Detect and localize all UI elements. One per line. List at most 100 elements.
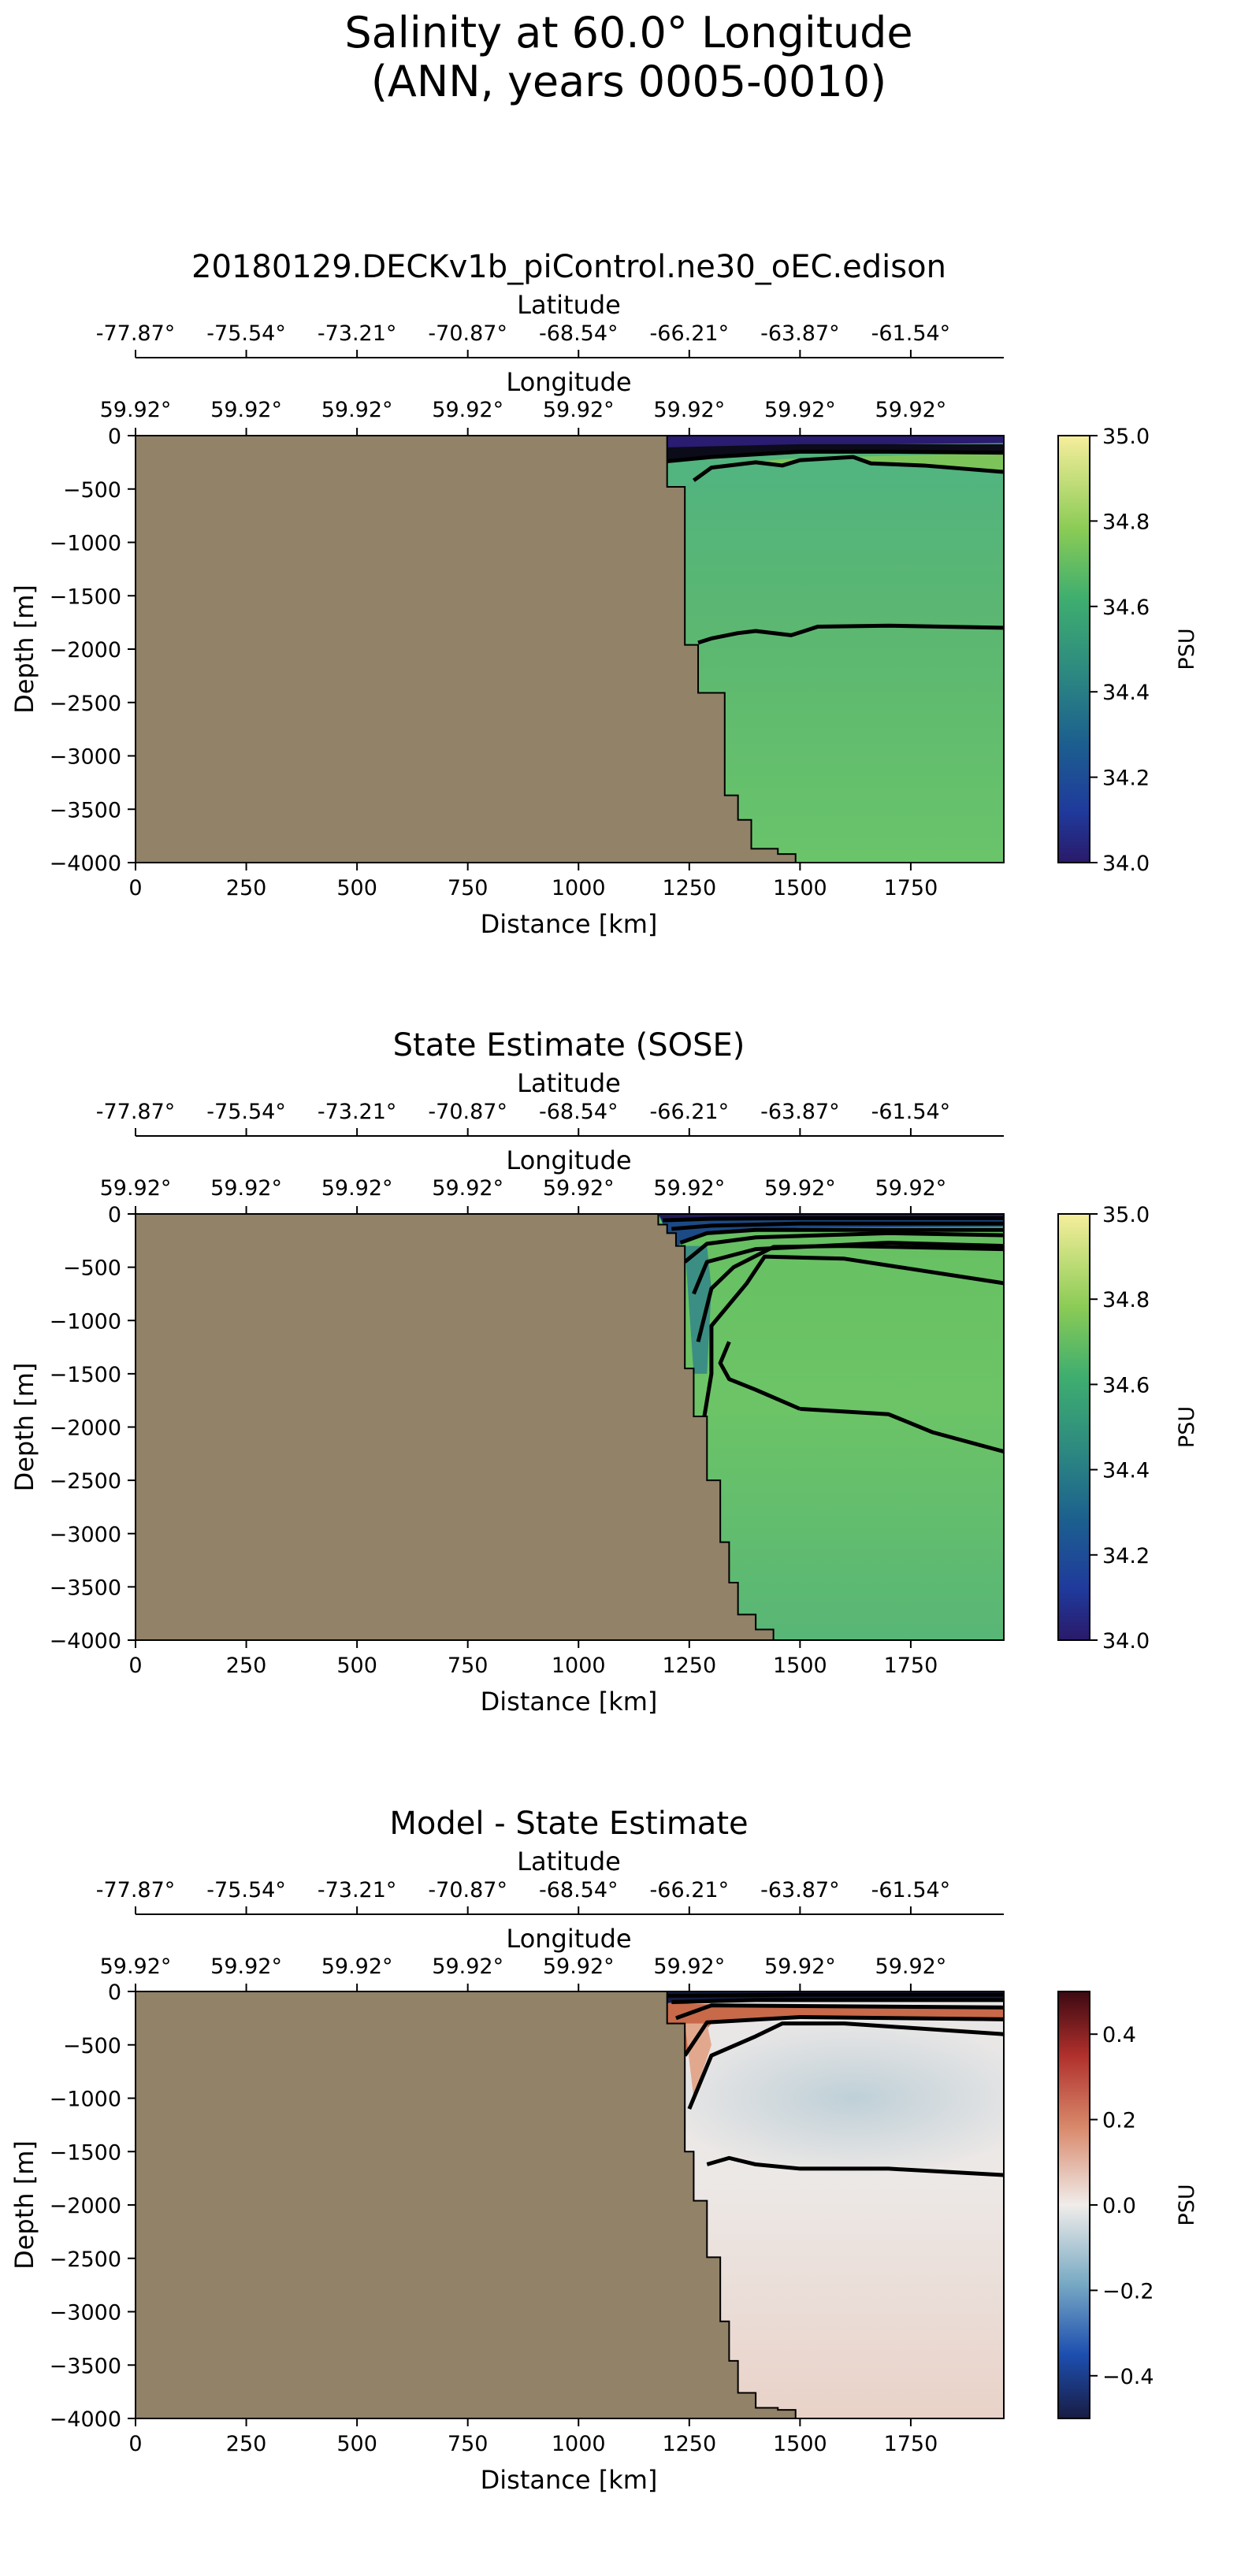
y-tick-label: −3500 (50, 2354, 121, 2378)
x-tick-label: 1250 (662, 1654, 716, 1678)
salty-core (711, 452, 1004, 471)
latitude-tick-label: -63.87° (760, 1100, 840, 1124)
x-tick-label: 1500 (773, 876, 827, 900)
y-tick-label: 0 (108, 425, 121, 449)
longitude-tick-label: 59.92° (875, 1176, 947, 1201)
contour-line-0 (667, 449, 1004, 464)
longitude-tick-label: 59.92° (100, 398, 172, 422)
longitude-tick-label: 59.92° (100, 1954, 172, 1979)
x-tick-label: 500 (336, 2432, 377, 2456)
latitude-tick-label: -61.54° (871, 1878, 951, 1902)
latitude-tick-label: -66.21° (650, 1878, 730, 1902)
latitude-tick-label: -66.21° (650, 321, 730, 346)
positive-anomaly (667, 2003, 1004, 2056)
x-tick-label: 0 (128, 1654, 142, 1678)
colorbar-tick-label: 34.4 (1102, 681, 1150, 705)
colorbar-label: PSU (1175, 1406, 1199, 1448)
latitude-tick-label: -75.54° (206, 321, 286, 346)
y-tick-label: −3000 (50, 1523, 121, 1547)
x-tick-label: 1750 (884, 876, 938, 900)
panel-title: Model - State Estimate (389, 1806, 748, 1842)
x-tick-label: 750 (448, 876, 489, 900)
x-tick-label: 250 (226, 2432, 267, 2456)
bathymetry-edge (666, 1991, 797, 2418)
x-tick-label: 0 (128, 2432, 142, 2456)
longitude-tick-label: 59.92° (653, 398, 725, 422)
latitude-tick-label: -68.54° (539, 1878, 619, 1902)
latitude-axis-label: Latitude (517, 290, 621, 320)
longitude-tick-label: 59.92° (764, 1954, 836, 1979)
y-tick-label: −2500 (50, 692, 121, 716)
colorbar-tick-label: 0.2 (1102, 2109, 1136, 2133)
x-axis-label: Distance [km] (481, 2465, 658, 2495)
y-tick-label: −1000 (50, 2088, 121, 2112)
y-axis-label: Depth [m] (9, 585, 39, 714)
y-tick-label: −1500 (50, 585, 121, 609)
contour-line-3 (683, 2015, 1004, 2057)
latitude-tick-label: -68.54° (539, 1100, 619, 1124)
y-tick-label: −2000 (50, 638, 121, 663)
land-mask (136, 436, 796, 863)
latitude-axis-label: Latitude (517, 1847, 621, 1876)
longitude-tick-label: 59.92° (210, 398, 282, 422)
colorbar-tick-label: 35.0 (1102, 425, 1150, 449)
longitude-tick-label: 59.92° (543, 1954, 615, 1979)
colorbar-tick-label: 34.6 (1102, 596, 1150, 620)
longitude-tick-label: 59.92° (543, 1176, 615, 1201)
y-tick-label: −3500 (50, 1576, 121, 1600)
x-tick-label: 1250 (662, 876, 716, 900)
contour-lines (662, 1216, 1004, 1454)
colorbar-label: PSU (1175, 628, 1199, 670)
latitude-tick-label: -63.87° (760, 1878, 840, 1902)
latitude-tick-label: -73.21° (318, 1878, 397, 1902)
longitude-tick-label: 59.92° (321, 398, 393, 422)
longitude-tick-label: 59.92° (210, 1176, 282, 1201)
y-tick-label: −1000 (50, 532, 121, 556)
panel-sose: State Estimate (SOSE) 0 250 500 750 1000 1250 1… (9, 1027, 1199, 1717)
contour-line-4 (687, 2021, 1004, 2110)
contour-line-1 (671, 1221, 1004, 1231)
latitude-tick-label: -73.21° (318, 1100, 397, 1124)
colorbar-tick-label: −0.4 (1102, 2365, 1154, 2389)
negative-anomaly (663, 2019, 1004, 2177)
longitude-tick-label: 59.92° (210, 1954, 282, 1979)
x-tick-label: 1000 (552, 2432, 606, 2456)
longitude-tick-label: 59.92° (432, 1954, 503, 1979)
longitude-axis-label: Longitude (506, 1924, 631, 1954)
longitude-tick-label: 59.92° (321, 1176, 393, 1201)
field-features (667, 436, 1004, 471)
latitude-tick-label: -66.21° (650, 1100, 730, 1124)
latitude-axis-label: Latitude (517, 1068, 621, 1098)
panel-difference: Model - State Estimate 0 250 500 750 1000 1250… (9, 1806, 1199, 2495)
x-tick-label: 1000 (552, 876, 606, 900)
contour-line-4 (692, 1241, 1004, 1295)
longitude-tick-label: 59.92° (875, 1954, 947, 1979)
x-tick-label: 1250 (662, 2432, 716, 2456)
y-tick-label: 0 (108, 1980, 121, 2005)
y-tick-label: −1000 (50, 1309, 121, 1334)
contour-line-1 (692, 455, 1004, 482)
bathymetry-edge (657, 1214, 775, 1640)
panel-model: 20180129.DECKv1b_piControl.ne30_oEC.edis… (9, 249, 1199, 939)
latitude-tick-label: -63.87° (760, 321, 840, 346)
colorbar-tick-label: 0.0 (1102, 2194, 1136, 2218)
y-tick-label: −3000 (50, 2301, 121, 2325)
y-tick-label: −4000 (50, 2407, 121, 2432)
x-tick-label: 1750 (884, 2432, 938, 2456)
colorbar-tick-label: 34.0 (1102, 852, 1150, 876)
latitude-tick-label: -75.54° (206, 1100, 286, 1124)
contour-line-1 (671, 1998, 1004, 2005)
x-tick-label: 500 (336, 1654, 377, 1678)
longitude-tick-label: 59.92° (764, 398, 836, 422)
y-axis-label: Depth [m] (9, 2140, 39, 2270)
y-tick-label: −4000 (50, 852, 121, 876)
land-mask (136, 1991, 796, 2418)
y-tick-label: −500 (63, 2034, 121, 2058)
longitude-tick-label: 59.92° (543, 398, 615, 422)
y-axis-label: Depth [m] (9, 1363, 39, 1492)
y-tick-label: −2500 (50, 2248, 121, 2272)
latitude-tick-label: -77.87° (96, 1100, 176, 1124)
bathymetry-edge (666, 436, 797, 863)
contour-line-2 (697, 623, 1004, 645)
longitude-tick-label: 59.92° (653, 1954, 725, 1979)
